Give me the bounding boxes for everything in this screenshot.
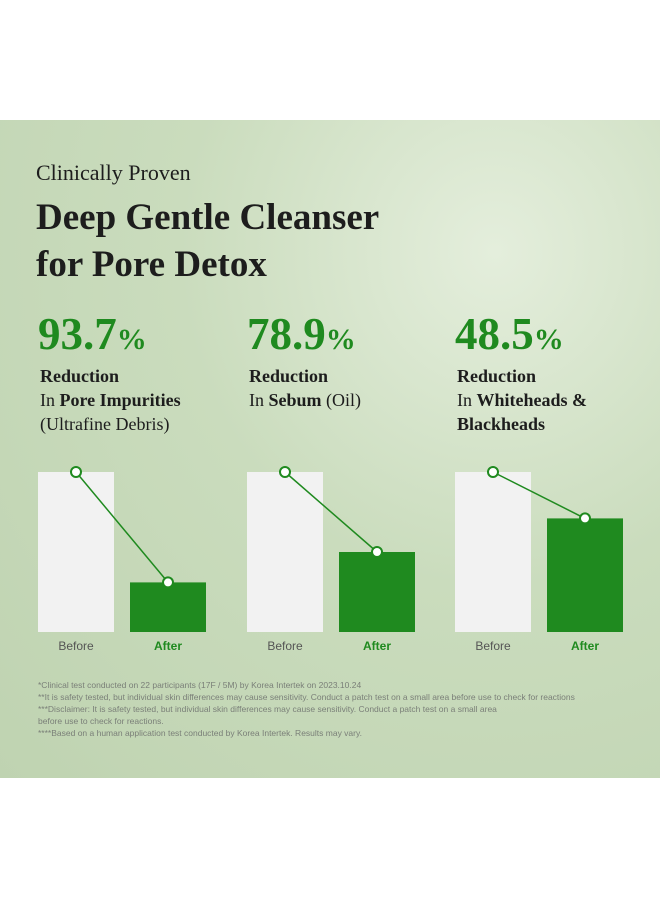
stat-label-text: In bbox=[249, 390, 269, 410]
point bbox=[371, 546, 383, 558]
stat-label-text: In bbox=[457, 390, 477, 410]
stat-label-text: Reduction bbox=[457, 366, 537, 386]
stat-unit: % bbox=[325, 323, 356, 356]
trend-line bbox=[492, 471, 586, 520]
stat-label-text: In bbox=[40, 390, 60, 410]
stat-label-line: Reduction bbox=[249, 366, 328, 387]
stat-label-text: (Oil) bbox=[321, 390, 362, 410]
stat-label-line: (Ultrafine Debris) bbox=[40, 414, 169, 435]
before-label: Before bbox=[267, 639, 303, 653]
footnote: ****Based on a human application test co… bbox=[38, 728, 362, 738]
after-label: After bbox=[363, 639, 391, 653]
stat-label-text: Blackheads bbox=[457, 414, 546, 434]
trend-line bbox=[75, 471, 169, 583]
point bbox=[279, 466, 291, 478]
stat-label-text: Sebum bbox=[268, 390, 322, 410]
footnote: before use to check for reactions. bbox=[38, 716, 164, 726]
stat-label-text: Reduction bbox=[40, 366, 120, 386]
before-bar bbox=[455, 472, 531, 632]
title-line: Deep Gentle Cleanser bbox=[36, 197, 380, 238]
point bbox=[487, 466, 499, 478]
before-label: Before bbox=[58, 639, 94, 653]
stat-number: 93.7 bbox=[38, 309, 117, 359]
stat-value: 48.5% bbox=[455, 308, 564, 360]
footnote: *Clinical test conducted on 22 participa… bbox=[38, 680, 362, 690]
stat-label-line: Reduction bbox=[457, 366, 536, 387]
stat-label-text: Pore Impurities bbox=[59, 390, 181, 410]
after-label: After bbox=[571, 639, 599, 653]
footnote: **It is safety tested, but individual sk… bbox=[38, 692, 575, 702]
background-panel bbox=[0, 120, 660, 778]
after-bar bbox=[547, 518, 623, 632]
eyebrow: Clinically Proven bbox=[36, 160, 191, 185]
stat-label-line: In Sebum (Oil) bbox=[249, 390, 361, 411]
stat-value: 78.9% bbox=[247, 308, 356, 360]
stat-value: 93.7% bbox=[38, 308, 147, 360]
after-bar bbox=[339, 552, 415, 632]
before-label: Before bbox=[475, 639, 511, 653]
trend-line bbox=[284, 471, 378, 553]
stat-label-line: In Pore Impurities bbox=[40, 390, 181, 411]
footnote: ***Disclaimer: It is safety tested, but … bbox=[38, 704, 497, 714]
before-bar bbox=[38, 472, 114, 632]
stat-unit: % bbox=[116, 323, 147, 356]
stat-label-text: Whiteheads & bbox=[476, 390, 588, 410]
before-bar bbox=[247, 472, 323, 632]
stat-label-line: Reduction bbox=[40, 366, 119, 387]
stat-label-text: (Ultrafine Debris) bbox=[40, 414, 170, 434]
point bbox=[70, 466, 82, 478]
point bbox=[162, 576, 174, 589]
title-line: for Pore Detox bbox=[36, 244, 267, 285]
point bbox=[579, 512, 591, 525]
stat-number: 48.5 bbox=[455, 309, 534, 359]
stat-unit: % bbox=[533, 323, 564, 356]
stat-label-text: Reduction bbox=[249, 366, 329, 386]
stat-number: 78.9 bbox=[247, 309, 326, 359]
after-bar bbox=[130, 582, 206, 632]
stat-label-line: Blackheads bbox=[457, 414, 545, 435]
after-label: After bbox=[154, 639, 182, 653]
stat-label-line: In Whiteheads & bbox=[457, 390, 587, 411]
